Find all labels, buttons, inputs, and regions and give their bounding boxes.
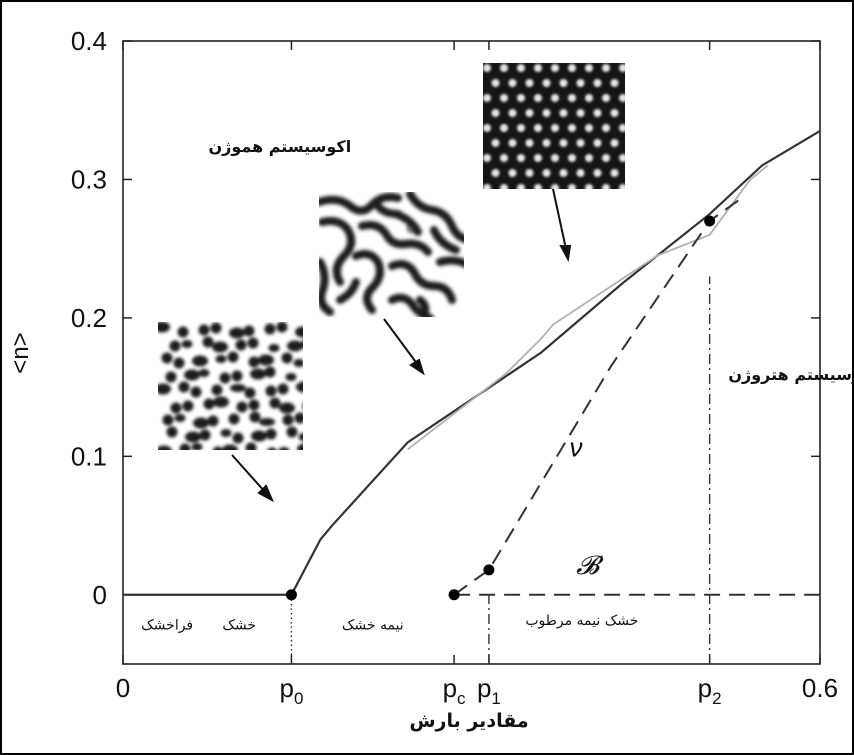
annotation-text: ν	[570, 432, 583, 462]
y-tick-label: 0	[93, 580, 107, 610]
x-axis-label: مقادیر بارش	[409, 710, 528, 732]
x-tick-label: 0	[116, 673, 130, 703]
critical-point-marker	[704, 215, 716, 227]
y-axis-label: <n>	[7, 332, 34, 373]
axis-ticks: 0 0.1 0.2 0.3 0.4 0 p0 pc p1 p2 0.6	[71, 26, 838, 708]
critical-point-marker	[285, 589, 297, 601]
inset-gaps-pattern	[483, 63, 625, 189]
region-dividers	[290, 276, 711, 664]
critical-point-marker	[483, 564, 495, 576]
annotation-text: خشک	[222, 617, 256, 633]
y-tick-label: 0.3	[71, 164, 107, 194]
inset-spots-pattern	[158, 322, 303, 450]
annotations: اکوسیستم هموژناکوسیستم هتروژنν𝓑فراخشکخشک…	[141, 137, 854, 634]
inset-labyrinth-pattern	[319, 192, 464, 317]
chart-curves	[123, 130, 821, 596]
inset-arrows	[231, 188, 572, 503]
annotation-text: نیمه خشک	[342, 617, 404, 633]
annotation-text: خشک نیمه مرطوب	[525, 613, 638, 629]
x-tick-label: pc	[443, 673, 466, 708]
annotation-text: فراخشک	[141, 617, 193, 633]
series-1-light-line	[407, 164, 769, 451]
x-tick-label: 0.6	[802, 673, 838, 703]
critical-point-marker	[448, 589, 460, 601]
x-tick-label: p1	[477, 673, 501, 708]
y-tick-label: 0.2	[71, 303, 107, 333]
x-tick-label: p0	[279, 673, 303, 708]
series-2-dashed-line	[453, 199, 740, 596]
y-tick-label: 0.4	[71, 26, 107, 56]
annotation-text: اکوسیستم هتروژن	[728, 365, 854, 384]
critical-points	[285, 215, 716, 601]
x-tick-label: p2	[698, 673, 722, 708]
annotation-text: اکوسیستم هموژن	[208, 137, 351, 156]
y-tick-label: 0.1	[71, 441, 107, 471]
